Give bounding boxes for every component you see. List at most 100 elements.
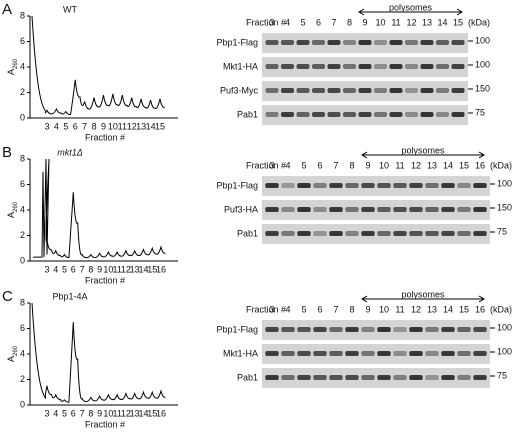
marker-label: 75	[497, 370, 507, 380]
band	[329, 351, 343, 356]
lane-label: 14	[443, 160, 453, 170]
band	[281, 183, 295, 188]
band	[342, 64, 357, 69]
band	[457, 207, 471, 212]
band	[327, 112, 341, 117]
lane-label: 12	[411, 304, 421, 314]
band	[345, 351, 359, 356]
band	[280, 64, 295, 69]
band	[441, 231, 455, 236]
row-label: Pab1	[237, 372, 258, 382]
x-axis-label: Fraction #	[85, 275, 125, 285]
profile-curve	[31, 15, 165, 116]
profile-curve	[33, 158, 166, 259]
band	[425, 207, 439, 212]
x-tick-label: 12	[127, 121, 137, 131]
band	[327, 88, 341, 93]
band	[451, 64, 465, 69]
lane-label: 6	[317, 160, 322, 170]
band	[435, 112, 450, 117]
band	[451, 112, 465, 117]
band	[281, 231, 295, 236]
lane-label: 5	[301, 160, 306, 170]
band	[358, 40, 372, 45]
band	[345, 231, 359, 236]
x-tick-label: 4	[53, 264, 58, 274]
x-tick-label: 5	[62, 264, 67, 274]
band	[297, 231, 311, 236]
band	[409, 375, 423, 380]
band	[373, 64, 388, 69]
x-tick-label: 6	[73, 121, 78, 131]
y-label-main: A	[6, 356, 16, 362]
band	[345, 183, 359, 188]
band	[342, 40, 357, 45]
x-tick-label: 14	[138, 408, 148, 418]
x-tick-label: 11	[118, 121, 127, 131]
band	[441, 375, 455, 380]
band	[313, 327, 327, 332]
lane-label: 4	[285, 304, 290, 314]
band	[327, 64, 341, 69]
band	[361, 207, 375, 212]
band	[409, 183, 423, 188]
band	[296, 88, 310, 93]
row-label: Mkt1-HA	[223, 348, 258, 358]
band	[297, 207, 311, 212]
band	[409, 327, 423, 332]
band	[409, 207, 423, 212]
band	[457, 183, 471, 188]
y-tick-label: 2	[20, 230, 25, 240]
band	[389, 112, 403, 117]
lane-label: 10	[379, 304, 389, 314]
x-tick-label: 15	[147, 264, 157, 274]
y-label-sub: 260	[13, 58, 19, 69]
band	[265, 351, 279, 356]
band	[457, 375, 471, 380]
blot-header: Fraction #	[246, 17, 286, 27]
x-tick-label: 4	[54, 121, 59, 131]
lane-label: 15	[459, 160, 469, 170]
band	[409, 351, 423, 356]
x-tick-label: 13	[130, 264, 140, 274]
lane-label: 11	[391, 17, 400, 27]
y-tick-label: 6	[20, 36, 25, 46]
x-tick-label: 10	[103, 264, 113, 274]
x-tick-label: 7	[82, 121, 87, 131]
x-tick-label: 3	[44, 121, 49, 131]
band	[393, 207, 407, 212]
blot-strip	[262, 176, 490, 196]
lane-label: 5	[301, 304, 306, 314]
strain-label: Pbp1-4A	[52, 291, 87, 301]
row-label: Pab1	[237, 228, 258, 238]
band	[281, 351, 295, 356]
band	[377, 183, 391, 188]
band	[281, 375, 295, 380]
x-tick-label: 3	[44, 408, 49, 418]
marker-label: 100	[475, 59, 490, 69]
lane-label: 11	[395, 304, 404, 314]
y-tick-label: 8	[20, 297, 25, 307]
band	[373, 112, 388, 117]
row-label: Pbp1-Flag	[216, 180, 258, 190]
band	[329, 183, 343, 188]
band	[393, 231, 407, 236]
band	[473, 375, 487, 380]
band	[361, 231, 375, 236]
lane-label: 4	[285, 17, 290, 27]
band	[451, 40, 465, 45]
band	[457, 231, 471, 236]
arrow-head	[358, 8, 463, 16]
y-tick-label: 0	[20, 112, 25, 122]
band	[393, 183, 407, 188]
band	[296, 64, 310, 69]
band	[473, 327, 487, 332]
marker-label: 100	[497, 322, 512, 332]
x-tick-label: 10	[108, 121, 118, 131]
blot-strip	[262, 368, 490, 388]
band	[425, 231, 439, 236]
y-axis-label: A260	[6, 345, 18, 362]
lane-label: 16	[475, 160, 485, 170]
band	[265, 183, 279, 188]
strain-label: mkt1Δ	[57, 147, 83, 157]
